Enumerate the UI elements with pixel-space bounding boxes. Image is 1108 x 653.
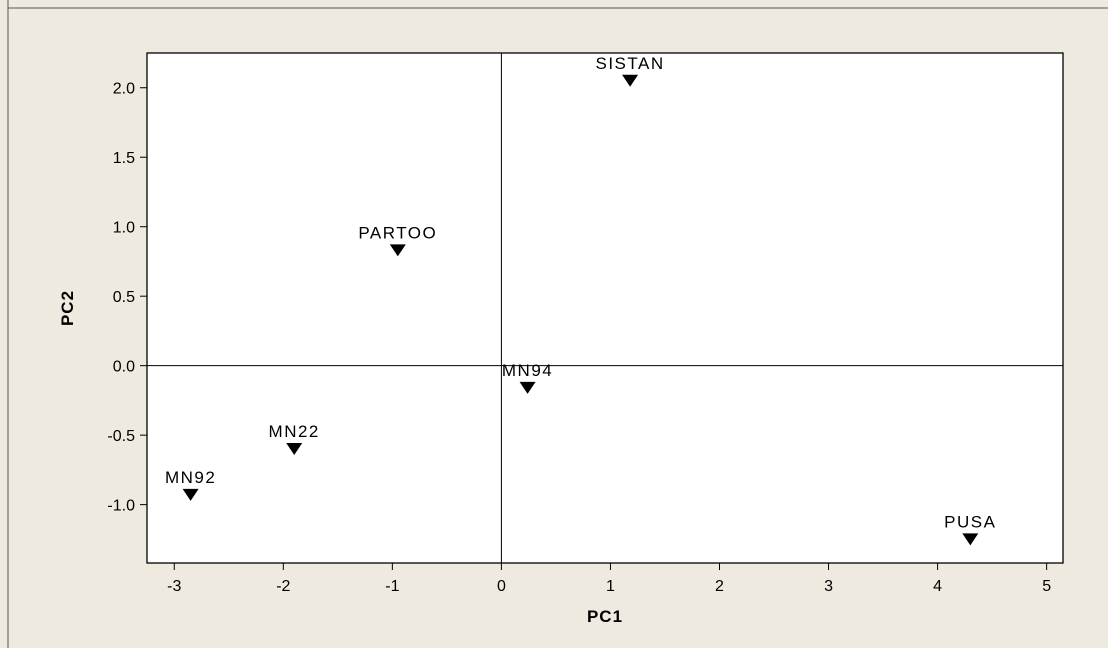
x-tick-label: -3 xyxy=(167,578,181,595)
x-axis: -3 -2 -1 0 1 2 3 4 5 xyxy=(167,563,1051,595)
x-tick-label: -1 xyxy=(385,578,399,595)
data-point-marker xyxy=(622,74,639,87)
x-tick-label: 5 xyxy=(1042,578,1051,595)
data-point-label: MN22 xyxy=(269,422,320,441)
data-point-label: MN92 xyxy=(165,468,216,487)
data-point-marker xyxy=(389,244,406,257)
y-tick-label: -1.0 xyxy=(107,498,135,515)
data-point-label: PUSA xyxy=(944,512,996,531)
data-point-marker xyxy=(962,533,979,546)
reference-lines xyxy=(147,53,1063,563)
y-tick-label: 0.0 xyxy=(113,359,135,376)
y-tick-label: 1.5 xyxy=(113,150,135,167)
x-tick-label: -2 xyxy=(276,578,290,595)
y-tick-label: 2.0 xyxy=(113,81,135,98)
data-point-label: PARTOO xyxy=(358,223,437,242)
data-point-label: MN94 xyxy=(502,361,553,380)
data-point-marker xyxy=(519,381,536,394)
data-points: SISTAN PARTOO MN94 MN22 MN92 PUSA xyxy=(165,54,996,546)
y-tick-label: 1.0 xyxy=(113,220,135,237)
y-tick-label: 0.5 xyxy=(113,289,135,306)
plot-area xyxy=(146,52,1064,564)
x-tick-label: 2 xyxy=(715,578,724,595)
x-tick-label: 4 xyxy=(933,578,942,595)
y-axis-label: PC2 xyxy=(58,290,77,326)
data-point-label: SISTAN xyxy=(596,54,665,73)
y-tick-label: -0.5 xyxy=(107,428,135,445)
data-point-marker xyxy=(182,488,199,501)
x-tick-label: 1 xyxy=(606,578,615,595)
x-tick-label: 3 xyxy=(824,578,833,595)
y-axis: -1.0 -0.5 0.0 0.5 1.0 1.5 2.0 xyxy=(107,81,147,515)
data-point-marker xyxy=(286,443,303,456)
x-axis-label: PC1 xyxy=(587,607,623,626)
x-tick-label: 0 xyxy=(497,578,506,595)
